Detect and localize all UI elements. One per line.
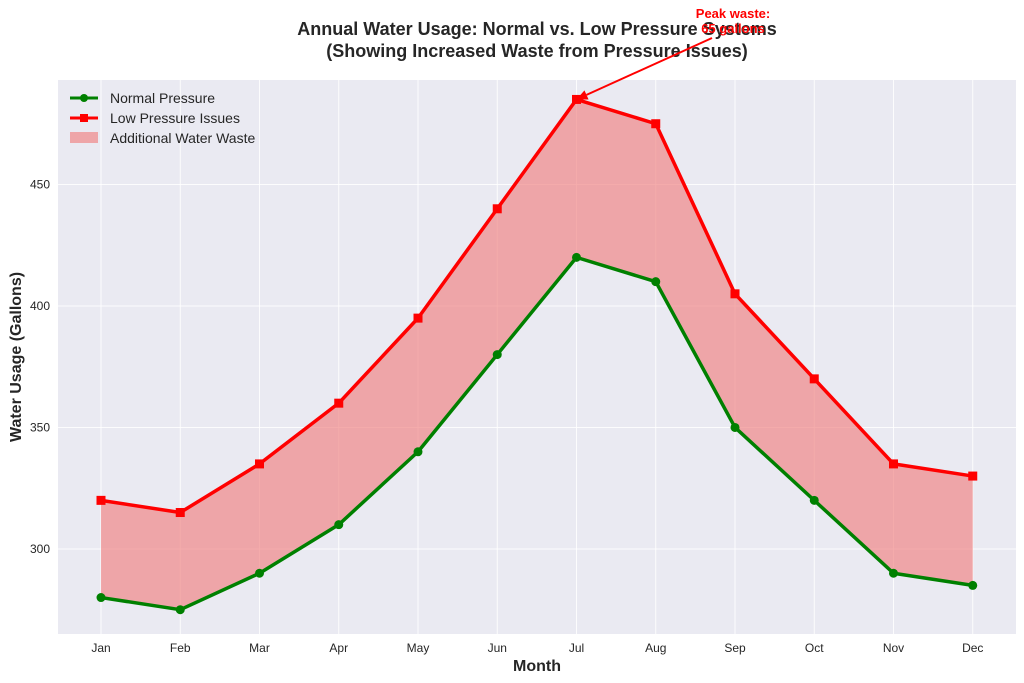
low-pressure-point <box>413 313 423 323</box>
legend-low-pressure-marker <box>80 114 88 122</box>
x-tick-label: Jul <box>569 641 584 655</box>
normal-pressure-point <box>175 605 185 615</box>
low-pressure-point <box>255 459 264 469</box>
normal-pressure-point <box>889 568 898 578</box>
x-tick-label: Mar <box>249 641 270 655</box>
legend-waste-swatch <box>70 132 98 143</box>
x-tick-label: Jan <box>91 641 110 655</box>
normal-pressure-point <box>96 593 106 603</box>
y-axis-label: Water Usage (Gallons) <box>8 272 25 442</box>
normal-pressure-point <box>730 422 740 432</box>
low-pressure-point <box>651 119 661 129</box>
annotation-arrow-head <box>576 90 589 100</box>
normal-pressure-line <box>100 255 974 612</box>
x-tick-label: Nov <box>883 641 904 655</box>
normal-pressure-point <box>651 277 661 287</box>
low-pressure-point <box>809 374 819 384</box>
y-tick-label: 300 <box>30 542 50 556</box>
legend-normal-label: Normal Pressure <box>110 90 215 106</box>
waste-fill-area <box>101 99 973 610</box>
legend-waste-label: Additional Water Waste <box>110 130 255 146</box>
y-tick-label: 450 <box>30 177 50 191</box>
chart-title: Annual Water Usage: Normal vs. Low Press… <box>297 19 777 39</box>
legend: Normal Pressure Low Pressure Issues Addi… <box>70 90 255 146</box>
annotation-line-2: 65 gallons <box>701 21 765 36</box>
low-pressure-point <box>730 289 740 299</box>
x-tick-label: Aug <box>645 641 666 655</box>
low-pressure-point <box>334 398 344 408</box>
x-axis-label: Month <box>513 658 561 675</box>
x-tick-label: Dec <box>962 641 983 655</box>
normal-pressure-point <box>255 568 264 578</box>
x-tick-label: Jun <box>488 641 507 655</box>
annotation-arrow-line <box>586 37 713 96</box>
low-pressure-point <box>175 508 185 518</box>
low-pressure-point <box>889 459 898 469</box>
x-tick-label: May <box>407 641 430 655</box>
y-tick-label: 350 <box>30 420 50 434</box>
x-tick-label: Feb <box>170 641 191 655</box>
y-tick-label: 400 <box>30 299 50 313</box>
waste-fill-polygon <box>101 99 973 610</box>
low-pressure-line <box>100 97 974 515</box>
x-tick-label: Sep <box>724 641 746 655</box>
peak-annotation: Peak waste: 65 gallons <box>576 6 770 100</box>
annotation-line-1: Peak waste: <box>696 6 770 21</box>
legend-low-pressure-label: Low Pressure Issues <box>110 110 240 126</box>
x-tick-label: Apr <box>329 641 348 655</box>
normal-pressure-point <box>492 350 502 360</box>
chart-subtitle: (Showing Increased Waste from Pressure I… <box>326 41 747 61</box>
x-tick-label: Oct <box>805 641 824 655</box>
low-pressure-point <box>492 204 502 214</box>
normal-pressure-point <box>413 447 423 457</box>
normal-pressure-point <box>968 580 978 590</box>
legend-normal-marker <box>80 94 88 102</box>
normal-pressure-point <box>572 252 581 262</box>
normal-pressure-point <box>809 495 819 505</box>
normal-pressure-point <box>334 520 344 530</box>
tick-labels: Jan Feb Mar Apr May Jun Jul Aug Sep Oct Nov Dec 300 3… <box>30 177 983 655</box>
low-pressure-point <box>968 471 978 481</box>
low-pressure-point <box>96 495 106 505</box>
